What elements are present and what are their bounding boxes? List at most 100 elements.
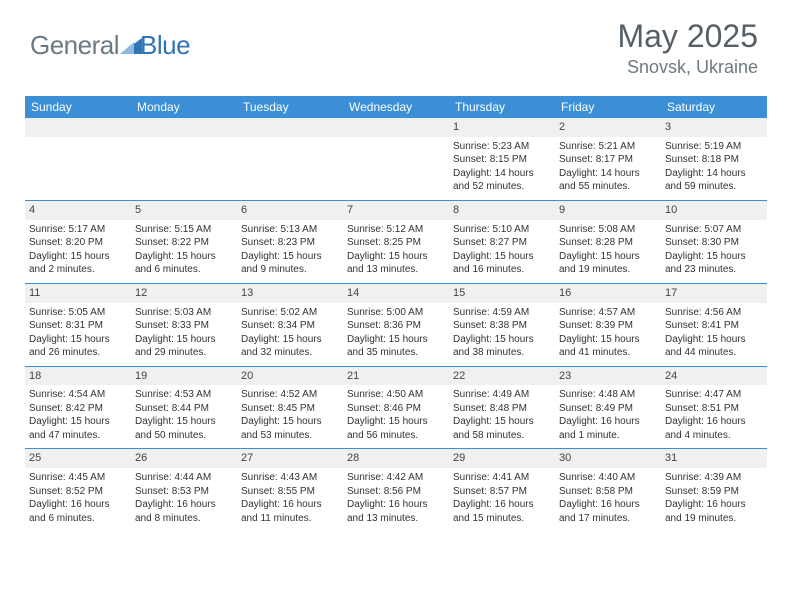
daylight-text: and 58 minutes. [453,429,551,443]
weekday-header: Friday [555,96,661,118]
daylight-text: Daylight: 15 hours [347,415,445,429]
daylight-text: Daylight: 16 hours [665,415,763,429]
location-label: Snovsk, Ukraine [617,57,758,78]
sunrise-text: Sunrise: 5:13 AM [241,223,339,237]
sunrise-text: Sunrise: 4:53 AM [135,388,233,402]
sunset-text: Sunset: 8:23 PM [241,236,339,250]
day-info: Sunrise: 4:42 AMSunset: 8:56 PMDaylight:… [343,468,449,531]
sunrise-text: Sunrise: 4:50 AM [347,388,445,402]
day-number: 1 [449,118,555,137]
daylight-text: Daylight: 16 hours [347,498,445,512]
page-header: General Blue May 2025 Snovsk, Ukraine [0,0,792,86]
daylight-text: Daylight: 15 hours [559,333,657,347]
sunset-text: Sunset: 8:18 PM [665,153,763,167]
daylight-text: and 52 minutes. [453,180,551,194]
sunrise-text: Sunrise: 4:59 AM [453,306,551,320]
day-number: 5 [131,201,237,220]
daylight-text: and 15 minutes. [453,512,551,526]
weekday-header: Tuesday [237,96,343,118]
brand-word2: Blue [140,30,190,61]
daylight-text: Daylight: 15 hours [241,250,339,264]
day-info: Sunrise: 5:15 AMSunset: 8:22 PMDaylight:… [131,220,237,283]
day-number: 30 [555,449,661,468]
sunrise-text: Sunrise: 4:54 AM [29,388,127,402]
day-number: 28 [343,449,449,468]
daylight-text: and 8 minutes. [135,512,233,526]
day-info: Sunrise: 5:08 AMSunset: 8:28 PMDaylight:… [555,220,661,283]
sunrise-text: Sunrise: 4:45 AM [29,471,127,485]
daylight-text: and 9 minutes. [241,263,339,277]
daylight-text: Daylight: 16 hours [559,415,657,429]
sunrise-text: Sunrise: 5:05 AM [29,306,127,320]
day-info: Sunrise: 5:00 AMSunset: 8:36 PMDaylight:… [343,303,449,366]
daylight-text: and 11 minutes. [241,512,339,526]
calendar-cell: 24Sunrise: 4:47 AMSunset: 8:51 PMDayligh… [661,366,767,449]
calendar-cell: 26Sunrise: 4:44 AMSunset: 8:53 PMDayligh… [131,449,237,531]
sunrise-text: Sunrise: 4:40 AM [559,471,657,485]
daylight-text: and 17 minutes. [559,512,657,526]
daylight-text: Daylight: 16 hours [29,498,127,512]
daylight-text: and 55 minutes. [559,180,657,194]
daylight-text: and 16 minutes. [453,263,551,277]
month-title: May 2025 [617,18,758,55]
day-number: 18 [25,367,131,386]
sunset-text: Sunset: 8:49 PM [559,402,657,416]
day-info: Sunrise: 5:03 AMSunset: 8:33 PMDaylight:… [131,303,237,366]
daylight-text: Daylight: 15 hours [29,250,127,264]
day-info: Sunrise: 4:52 AMSunset: 8:45 PMDaylight:… [237,385,343,448]
daylight-text: Daylight: 15 hours [453,415,551,429]
daylight-text: and 41 minutes. [559,346,657,360]
day-number-empty [343,118,449,137]
calendar-cell: 21Sunrise: 4:50 AMSunset: 8:46 PMDayligh… [343,366,449,449]
sunset-text: Sunset: 8:25 PM [347,236,445,250]
daylight-text: and 29 minutes. [135,346,233,360]
sunrise-text: Sunrise: 5:00 AM [347,306,445,320]
calendar-table: SundayMondayTuesdayWednesdayThursdayFrid… [25,96,767,531]
daylight-text: Daylight: 15 hours [29,333,127,347]
day-number: 3 [661,118,767,137]
sunset-text: Sunset: 8:56 PM [347,485,445,499]
daylight-text: Daylight: 15 hours [135,415,233,429]
day-number: 16 [555,284,661,303]
sunrise-text: Sunrise: 5:12 AM [347,223,445,237]
weekday-header: Saturday [661,96,767,118]
daylight-text: and 4 minutes. [665,429,763,443]
daylight-text: and 19 minutes. [559,263,657,277]
daylight-text: Daylight: 16 hours [241,498,339,512]
day-number: 7 [343,201,449,220]
calendar-cell: 5Sunrise: 5:15 AMSunset: 8:22 PMDaylight… [131,200,237,283]
calendar-cell: 23Sunrise: 4:48 AMSunset: 8:49 PMDayligh… [555,366,661,449]
sunrise-text: Sunrise: 4:39 AM [665,471,763,485]
brand-logo: General Blue [30,30,190,61]
sunrise-text: Sunrise: 5:15 AM [135,223,233,237]
calendar-cell: 14Sunrise: 5:00 AMSunset: 8:36 PMDayligh… [343,283,449,366]
day-number-empty [25,118,131,137]
daylight-text: Daylight: 15 hours [665,250,763,264]
weekday-header: Thursday [449,96,555,118]
day-number: 29 [449,449,555,468]
sunrise-text: Sunrise: 4:49 AM [453,388,551,402]
day-info: Sunrise: 4:50 AMSunset: 8:46 PMDaylight:… [343,385,449,448]
daylight-text: Daylight: 14 hours [453,167,551,181]
daylight-text: and 13 minutes. [347,263,445,277]
daylight-text: Daylight: 16 hours [135,498,233,512]
calendar-cell: 13Sunrise: 5:02 AMSunset: 8:34 PMDayligh… [237,283,343,366]
calendar-cell: 22Sunrise: 4:49 AMSunset: 8:48 PMDayligh… [449,366,555,449]
sunset-text: Sunset: 8:42 PM [29,402,127,416]
day-number: 13 [237,284,343,303]
title-block: May 2025 Snovsk, Ukraine [617,18,758,78]
day-info: Sunrise: 4:59 AMSunset: 8:38 PMDaylight:… [449,303,555,366]
calendar-cell: 10Sunrise: 5:07 AMSunset: 8:30 PMDayligh… [661,200,767,283]
sunset-text: Sunset: 8:48 PM [453,402,551,416]
calendar-cell [131,118,237,200]
daylight-text: Daylight: 16 hours [453,498,551,512]
day-number: 25 [25,449,131,468]
calendar-cell: 18Sunrise: 4:54 AMSunset: 8:42 PMDayligh… [25,366,131,449]
day-info: Sunrise: 4:53 AMSunset: 8:44 PMDaylight:… [131,385,237,448]
daylight-text: and 2 minutes. [29,263,127,277]
header-row: SundayMondayTuesdayWednesdayThursdayFrid… [25,96,767,118]
daylight-text: Daylight: 15 hours [347,333,445,347]
day-info: Sunrise: 4:40 AMSunset: 8:58 PMDaylight:… [555,468,661,531]
day-number: 15 [449,284,555,303]
daylight-text: and 23 minutes. [665,263,763,277]
